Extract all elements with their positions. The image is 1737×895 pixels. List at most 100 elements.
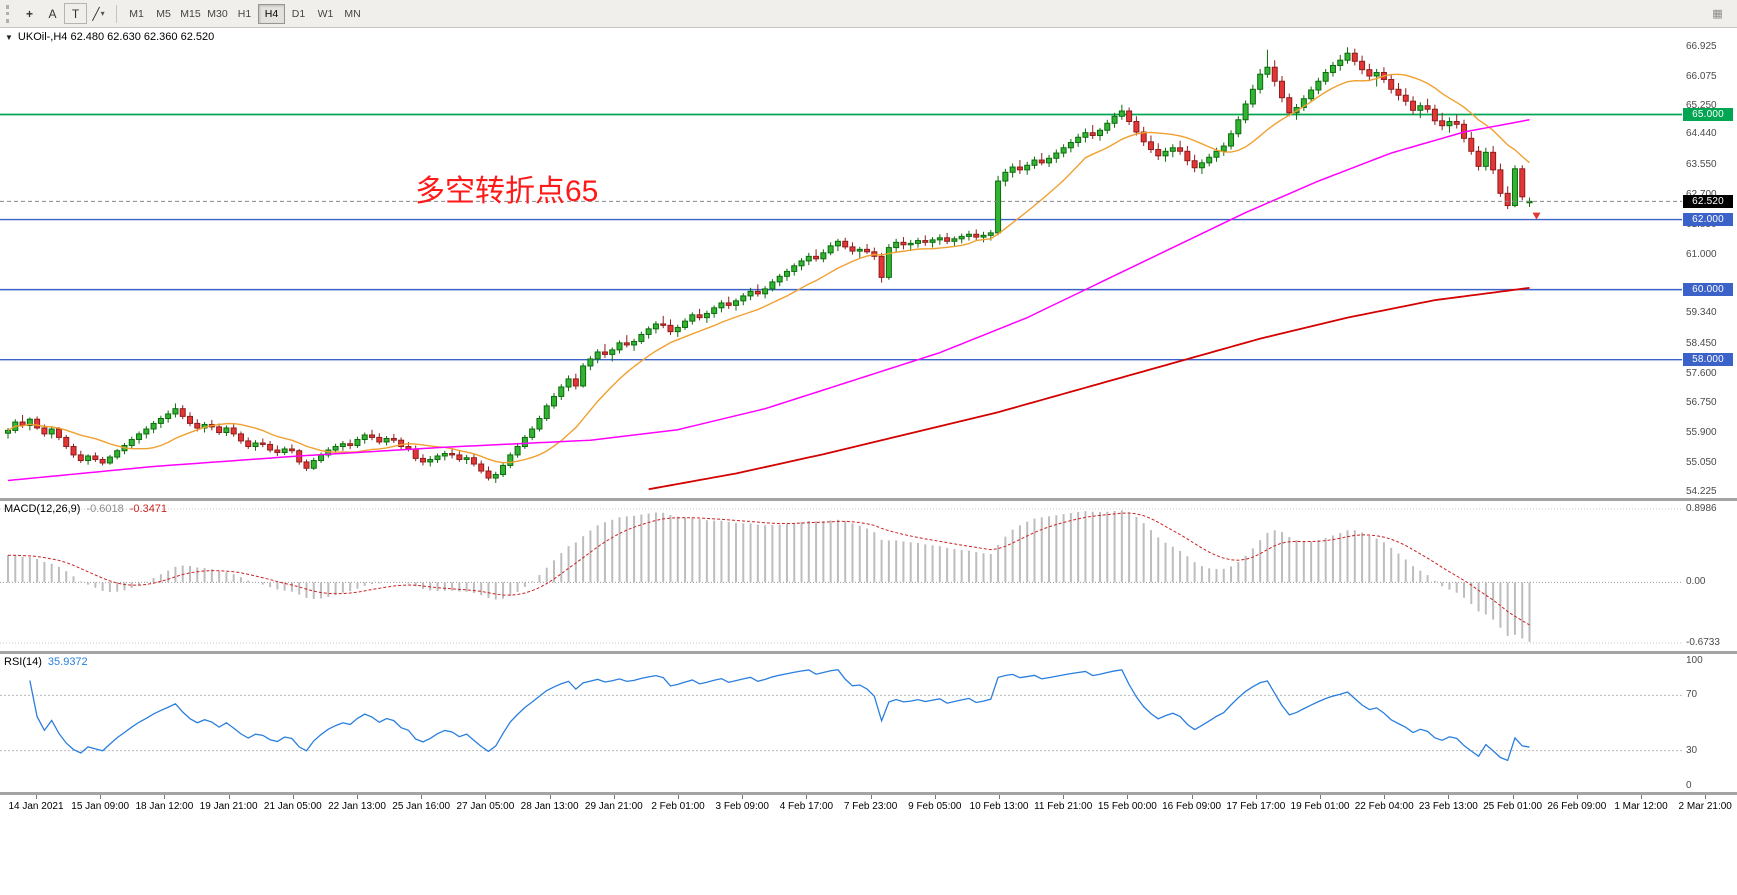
rsi-axis-label: 100 (1686, 655, 1703, 666)
price-level-badge: 62.000 (1683, 213, 1733, 227)
macd-signal-value: -0.3471 (129, 503, 168, 515)
main-chart-panel: 66.92566.07565.25064.44063.55062.70061.8… (0, 28, 1737, 498)
time-axis-label: 9 Feb 05:00 (908, 801, 962, 812)
time-axis-label: 18 Jan 12:00 (135, 801, 194, 812)
rsi-axis-label: 0 (1686, 780, 1692, 791)
time-tick (742, 795, 744, 799)
time-axis-label: 4 Feb 17:00 (779, 801, 834, 812)
macd-title: MACD(12,26,9) -0.6018 -0.3471 (4, 503, 167, 515)
time-axis-label: 19 Jan 21:00 (199, 801, 258, 812)
toolbar-grip[interactable] (6, 4, 11, 23)
time-axis-label: 10 Feb 13:00 (969, 801, 1029, 812)
price-axis-label: 65.250 (1686, 99, 1717, 111)
time-axis-label: 28 Jan 13:00 (520, 801, 579, 812)
time-axis-label: 3 Feb 09:00 (715, 801, 769, 812)
time-tick (934, 795, 936, 799)
tf-button-m5[interactable]: M5 (156, 7, 171, 20)
tf-button-w1[interactable]: W1 (317, 7, 334, 20)
price-axis[interactable]: 66.92566.07565.25064.44063.55062.70061.8… (1682, 28, 1737, 498)
time-axis-label: 2 Mar 21:00 (1678, 801, 1732, 812)
time-tick (1641, 795, 1642, 799)
time-axis[interactable]: 14 Jan 2021 15 Jan 09:00 18 Jan 12:00 19 Ja… (0, 795, 1737, 895)
chart-dropdown-icon[interactable]: ▼ (5, 32, 13, 42)
time-tick (421, 795, 423, 799)
time-tick (999, 795, 1000, 799)
crosshair-tool-button[interactable]: + (25, 6, 33, 21)
rsi-panel: 100 70 30 0 RSI(14) 35.9372 (0, 654, 1737, 792)
time-axis-label: 2 Feb 01:00 (651, 801, 705, 812)
text-label-tool-button[interactable]: T (64, 3, 87, 24)
bid-price-badge: 62.520 (1683, 194, 1733, 208)
macd-axis-label: 0.8986 (1686, 503, 1717, 514)
rsi-title: RSI(14) 35.9372 (4, 656, 88, 668)
price-axis-label: 55.900 (1686, 427, 1717, 439)
macd-main-value: -0.6018 (86, 503, 124, 515)
chart-annotation-text[interactable]: 多空转折点65 (415, 175, 599, 208)
rsi-axis[interactable]: 100 70 30 0 (1682, 654, 1737, 792)
time-axis-label: 22 Feb 04:00 (1354, 801, 1414, 812)
time-axis-label: 17 Feb 17:00 (1226, 801, 1286, 812)
price-chart[interactable] (0, 28, 1682, 498)
rsi-axis-label: 30 (1686, 744, 1698, 756)
time-axis-label: 26 Feb 09:00 (1547, 801, 1607, 812)
symbol-ohlc-text: UKOil-,H4 62.480 62.630 62.360 62.520 (17, 31, 215, 43)
time-axis-label: 15 Feb 00:00 (1097, 801, 1157, 812)
panel-splitter[interactable] (0, 498, 1737, 501)
time-axis-label: 29 Jan 21:00 (584, 801, 643, 812)
time-tick (485, 795, 487, 799)
timeframe-group: M1 M5 M15 M30 H1 H4 D1 W1 MN (123, 3, 366, 24)
time-tick (1512, 795, 1514, 799)
rsi-value: 35.9372 (47, 656, 88, 668)
toolbar-separator (116, 4, 117, 23)
price-axis-label: 64.440 (1686, 128, 1717, 140)
price-axis-label: 59.340 (1686, 306, 1717, 318)
time-tick (1127, 795, 1129, 799)
time-axis-label: 7 Feb 23:00 (843, 801, 898, 812)
macd-axis[interactable]: 0.8986 0.00 -0.6733 (1682, 501, 1737, 651)
time-tick (1384, 795, 1386, 799)
price-axis-label: 55.050 (1686, 456, 1717, 468)
chart-title: ▼ UKOil-,H4 62.480 62.630 62.360 62.520 (5, 31, 214, 43)
macd-panel: 0.8986 0.00 -0.6733 MACD(12,26,9) -0.6018 -0… (0, 501, 1737, 651)
price-level-badge: 58.000 (1683, 353, 1733, 367)
time-tick (806, 795, 808, 799)
price-axis-label: 62.700 (1686, 189, 1717, 200)
time-axis-label: 27 Jan 05:00 (456, 801, 515, 812)
chevron-down-icon: ▾ (100, 9, 105, 18)
tf-button-h1[interactable]: H1 (237, 7, 252, 20)
time-axis-label: 25 Jan 16:00 (392, 801, 451, 812)
time-tick (36, 795, 37, 799)
time-axis-label: 16 Feb 09:00 (1162, 801, 1222, 812)
time-tick (613, 795, 615, 799)
panel-splitter[interactable] (0, 792, 1737, 795)
time-axis-label: 19 Feb 01:00 (1290, 801, 1350, 812)
price-level-badge: 65.000 (1683, 108, 1733, 121)
shapes-dropdown-button[interactable]: ╱ ▾ (87, 3, 110, 24)
rsi-label: RSI(14) (4, 656, 42, 668)
time-tick (1063, 795, 1065, 799)
tf-button-m30[interactable]: M30 (207, 7, 228, 20)
tf-button-mn[interactable]: MN (344, 7, 361, 20)
time-tick (292, 795, 294, 799)
price-axis-label: 63.550 (1686, 159, 1717, 171)
time-axis-label: 21 Jan 05:00 (263, 801, 322, 812)
panel-splitter[interactable] (0, 651, 1737, 654)
time-tick (1320, 795, 1321, 799)
time-tick (357, 795, 358, 799)
price-axis-label: 66.075 (1686, 70, 1717, 82)
price-axis-label: 54.225 (1686, 485, 1717, 497)
time-axis-label: 22 Jan 13:00 (328, 801, 386, 812)
tf-button-d1[interactable]: D1 (291, 7, 306, 20)
time-tick (678, 795, 679, 799)
tf-button-m15[interactable]: M15 (180, 7, 201, 20)
grid-icon[interactable]: ▦ (1712, 8, 1723, 20)
macd-axis-label: -0.6733 (1686, 637, 1720, 648)
macd-chart[interactable] (0, 501, 1682, 651)
price-axis-label: 66.925 (1686, 41, 1717, 53)
tf-button-m1[interactable]: M1 (129, 7, 144, 20)
text-tool-button[interactable]: A (48, 6, 57, 21)
tf-button-h4[interactable]: H4 (258, 3, 285, 24)
rsi-chart[interactable] (0, 654, 1682, 792)
toolbar: + A T ╱ ▾ M1 M5 M15 M30 H1 H4 D1 W1 MN ▦ (0, 0, 1737, 28)
